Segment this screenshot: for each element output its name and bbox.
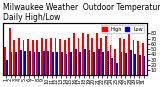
Bar	[144, 56, 145, 75]
Bar	[78, 38, 79, 75]
Bar	[13, 40, 15, 75]
Bar	[114, 49, 116, 75]
Bar	[15, 52, 17, 75]
Bar	[110, 45, 112, 75]
Bar	[11, 52, 12, 75]
Bar	[45, 39, 47, 75]
Bar	[64, 40, 66, 75]
Bar	[6, 60, 8, 75]
Bar	[27, 39, 29, 75]
Bar	[9, 28, 11, 75]
Bar	[87, 34, 88, 75]
Bar	[20, 50, 22, 75]
Text: Milwaukee Weather  Outdoor Temperature
Daily High/Low: Milwaukee Weather Outdoor Temperature Da…	[3, 3, 160, 22]
Bar	[70, 52, 72, 75]
Bar	[105, 36, 107, 75]
Bar	[93, 52, 95, 75]
Bar	[56, 52, 58, 75]
Bar	[55, 38, 56, 75]
Bar	[142, 43, 144, 75]
Bar	[128, 34, 130, 75]
Bar	[18, 38, 20, 75]
Bar	[137, 41, 139, 75]
Bar	[68, 38, 70, 75]
Bar	[107, 51, 109, 75]
Bar	[29, 51, 31, 75]
Bar	[112, 58, 113, 75]
Bar	[41, 38, 43, 75]
Bar	[24, 51, 26, 75]
Bar	[38, 52, 40, 75]
Bar	[121, 52, 123, 75]
Bar	[75, 49, 77, 75]
Bar	[96, 33, 98, 75]
Bar	[82, 33, 84, 75]
Bar	[130, 50, 132, 75]
Bar	[100, 38, 102, 75]
Bar	[33, 52, 35, 75]
Bar	[125, 53, 127, 75]
Bar	[73, 33, 75, 75]
Bar	[98, 49, 100, 75]
Bar	[66, 54, 68, 75]
Bar	[59, 39, 61, 75]
Bar	[47, 51, 49, 75]
Bar	[119, 38, 121, 75]
Bar	[123, 39, 125, 75]
Bar	[32, 40, 33, 75]
Bar	[134, 54, 136, 75]
Bar	[84, 49, 86, 75]
Bar	[91, 38, 93, 75]
Bar	[43, 51, 44, 75]
Bar	[79, 52, 81, 75]
Bar	[116, 63, 118, 75]
Bar	[23, 40, 24, 75]
Bar	[50, 38, 52, 75]
Legend: High, Low: High, Low	[100, 25, 144, 33]
Bar	[36, 40, 38, 75]
Bar	[4, 47, 6, 75]
Bar	[88, 50, 90, 75]
Bar	[52, 52, 54, 75]
Bar	[139, 55, 141, 75]
Bar	[102, 52, 104, 75]
Bar	[61, 52, 63, 75]
Bar	[133, 40, 134, 75]
